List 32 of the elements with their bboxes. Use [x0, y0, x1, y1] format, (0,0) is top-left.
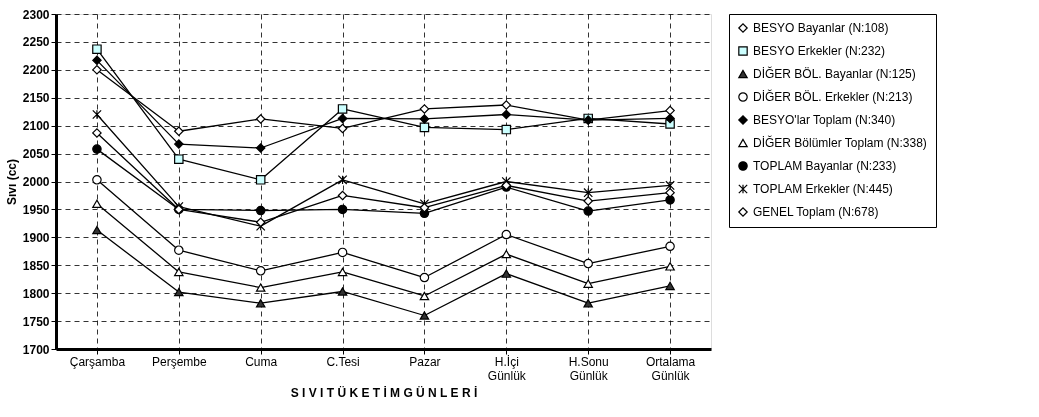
legend-label: BESYO Bayanlar (N:108) [753, 21, 889, 35]
legend-label: DİĞER BÖL. Erkekler (N:213) [753, 89, 913, 104]
y-tick-label: 1700 [22, 342, 50, 357]
y-tick-label: 1850 [22, 258, 50, 273]
legend-label: BESYO'lar Toplam (N:340) [753, 113, 896, 127]
legend-label: GENEL Toplam (N:678) [753, 205, 879, 219]
y-tick-label: 1950 [22, 202, 50, 217]
x-axis-title: S I V I T Ü K E T İ M G Ü N L E R İ [290, 384, 478, 400]
legend-label: BESYO Erkekler (N:232) [753, 44, 886, 58]
y-tick-label: 2050 [22, 147, 50, 162]
y-tick-label: 1750 [22, 314, 50, 329]
legend-label: TOPLAM Bayanlar (N:233) [753, 159, 897, 173]
y-tick-label: 2200 [22, 63, 50, 78]
y-tick-label: 2000 [22, 175, 50, 189]
x-tick-label: C.Tesi [326, 354, 360, 369]
y-tick-label: 1900 [22, 230, 50, 245]
legend-label: TOPLAM Erkekler (N:445) [753, 182, 893, 196]
y-tick-label: 2250 [22, 35, 50, 50]
y-tick-label: 2100 [22, 119, 50, 134]
x-tick-label: Perşembe [151, 354, 207, 369]
x-tick-label: Çarşamba [69, 354, 126, 369]
x-tick-label: Ortalama Günlük [645, 354, 696, 383]
x-tick-label: H.Sonu Günlük [568, 354, 609, 383]
legend-label: DİĞER Bölümler Toplam (N:338) [753, 135, 927, 150]
x-tick-label: Cuma [245, 354, 278, 369]
x-tick-label: H.İçi Günlük [487, 354, 527, 383]
x-tick-label: Pazar [409, 354, 441, 369]
y-axis-title: Sıvı (cc) [4, 158, 19, 206]
y-tick-label: 2300 [22, 7, 50, 22]
legend-label: DİĞER BÖL. Bayanlar (N:125) [753, 66, 916, 81]
y-tick-label: 2150 [22, 91, 50, 106]
y-tick-label: 1800 [22, 286, 50, 301]
